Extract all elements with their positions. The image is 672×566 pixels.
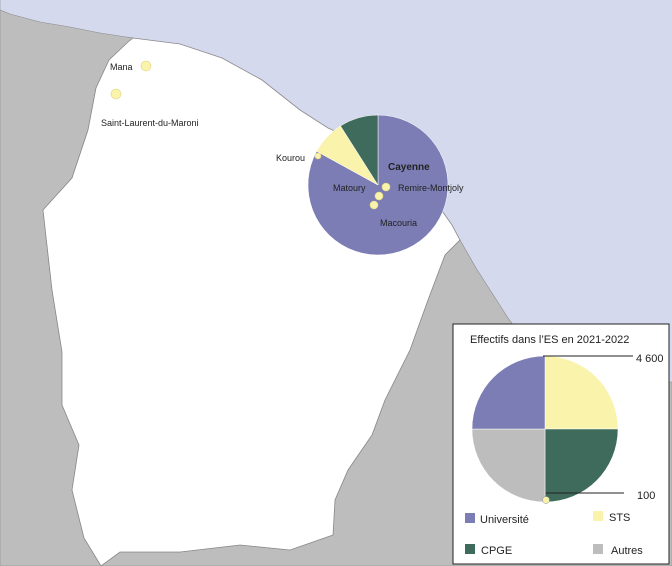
legend-label-cpge: CPGE — [481, 545, 512, 557]
legend-title: Effectifs dans l’ES en 2021-2022 — [470, 334, 629, 346]
matoury-marker-icon — [374, 191, 384, 201]
legend-size-min-circle — [542, 496, 550, 504]
legend-swatch-cpge — [465, 544, 475, 554]
label-saint-laurent: Saint-Laurent-du-Maroni — [101, 118, 199, 128]
remire-montjoly-marker-icon — [381, 182, 391, 192]
label-kourou: Kourou — [276, 153, 305, 163]
cayenne-pie — [307, 114, 449, 256]
label-remire-montjoly: Remire-Montjoly — [398, 183, 464, 193]
legend-pie-slice-cpge — [544, 428, 619, 503]
legend-pie-slice-universit — [471, 355, 546, 430]
mana-marker-icon — [140, 60, 152, 72]
legend-panel: Effectifs dans l’ES en 2021-2022 4 600 1… — [452, 323, 670, 565]
legend-swatch-autres — [593, 544, 603, 554]
legend-label-universite: Université — [480, 514, 529, 526]
label-matoury: Matoury — [333, 183, 366, 193]
legend-swatch-universite — [465, 513, 475, 523]
legend-swatch-sts — [593, 511, 603, 521]
label-macouria: Macouria — [380, 218, 417, 228]
label-cayenne: Cayenne — [388, 162, 430, 173]
legend-size-max-label: 4 600 — [636, 353, 664, 365]
macouria-marker-icon — [369, 200, 379, 210]
label-mana: Mana — [110, 62, 133, 72]
cayenne-pie-slice-cpge — [340, 114, 379, 186]
kourou-marker-icon — [314, 152, 322, 160]
saint-laurent-marker-icon — [110, 88, 122, 100]
legend-label-sts: STS — [609, 512, 630, 524]
legend-size-pie — [471, 355, 619, 503]
legend-pie-slice-sts — [544, 355, 619, 430]
legend-size-min-label: 100 — [637, 490, 655, 502]
legend-pie-slice-autres — [471, 428, 546, 503]
legend-label-autres: Autres — [611, 545, 643, 557]
